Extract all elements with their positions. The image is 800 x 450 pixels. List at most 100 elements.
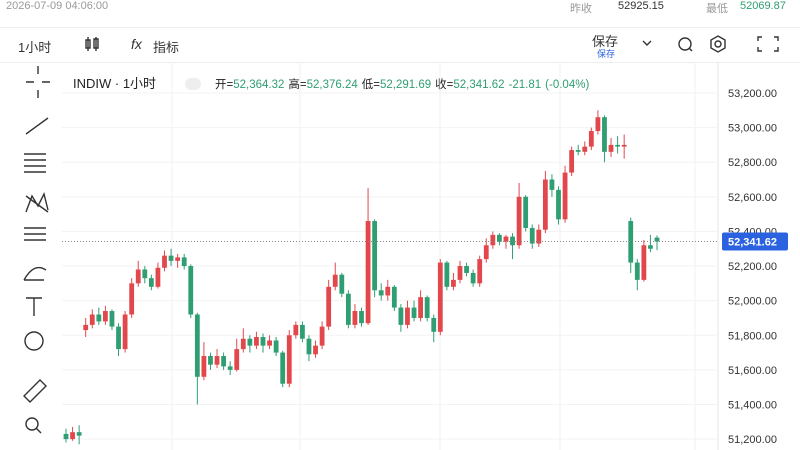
candle-body xyxy=(339,274,345,294)
candle-body xyxy=(306,338,312,355)
legend-low-label: 低= xyxy=(362,78,380,91)
symbol: INDIW · 1小时 xyxy=(73,76,156,91)
legend-toggle[interactable] xyxy=(185,78,201,90)
candle-body xyxy=(83,324,89,331)
candle-body xyxy=(135,269,141,284)
fx-icon: fx xyxy=(131,36,142,52)
candle-body xyxy=(483,245,489,260)
candle-body xyxy=(602,117,607,152)
y-tick-label: 51,200.00 xyxy=(728,434,777,446)
candle-body xyxy=(437,262,443,332)
candle-body xyxy=(234,349,240,370)
candle-body xyxy=(418,297,423,318)
candle-body xyxy=(549,179,555,190)
legend-close: 52,341.62 xyxy=(453,79,504,91)
candle-body xyxy=(516,196,522,246)
candle-body xyxy=(648,245,653,249)
candle-body xyxy=(365,221,371,324)
candle-body xyxy=(405,307,410,325)
candle-body xyxy=(542,179,548,230)
candle-body xyxy=(588,131,594,147)
candle-body xyxy=(96,314,102,322)
candle-body xyxy=(103,311,108,322)
low-label: 最低 xyxy=(706,3,728,15)
y-tick-label: 51,600.00 xyxy=(728,365,777,377)
legend-change: -21.81 xyxy=(509,79,542,91)
candle-body xyxy=(273,340,279,353)
legend-low: 52,291.69 xyxy=(380,79,431,91)
candle-body xyxy=(562,172,568,220)
datetime: 2026-07-09 04:06:00 xyxy=(6,0,109,12)
candle-body xyxy=(391,286,397,308)
candle-body xyxy=(280,352,286,384)
candle-body xyxy=(345,293,351,325)
last-price-tag xyxy=(722,232,788,251)
candle-body xyxy=(385,286,391,296)
candle-body xyxy=(424,297,430,318)
candle-body xyxy=(63,433,69,440)
candle-body xyxy=(634,262,640,280)
toolbar xyxy=(0,27,800,63)
candle-body xyxy=(470,272,476,284)
candle-body xyxy=(194,314,200,377)
candle-body xyxy=(490,234,496,246)
candle-body xyxy=(227,366,233,370)
save-sub: 保存 xyxy=(597,49,616,59)
candle-body xyxy=(497,234,502,242)
candle-body xyxy=(300,324,305,339)
candle-body xyxy=(536,229,542,244)
candle-body xyxy=(293,324,299,336)
candle-body xyxy=(621,144,627,147)
candle-body xyxy=(359,311,364,324)
candle-body xyxy=(155,267,161,287)
indicators-button[interactable]: 指标 xyxy=(153,40,180,55)
legend-high-label: 高= xyxy=(288,77,306,91)
y-tick-label: 52,600.00 xyxy=(728,192,777,204)
candle-body xyxy=(332,274,338,287)
candle-body xyxy=(398,307,404,325)
candle-body xyxy=(122,314,128,350)
candle-body xyxy=(569,150,575,173)
legend-close-label: 收= xyxy=(435,77,453,91)
candle-body xyxy=(181,257,187,267)
candle-body xyxy=(431,317,437,332)
drawing-tools xyxy=(23,66,50,434)
candle-body xyxy=(221,356,226,367)
candle-body xyxy=(503,236,509,242)
candle-body xyxy=(214,356,220,365)
candle-body xyxy=(208,356,213,365)
candle-body xyxy=(529,227,535,244)
candle-body xyxy=(201,356,207,377)
candle-body xyxy=(352,311,358,325)
interval-button[interactable]: 1小时 xyxy=(18,40,52,55)
candle-body xyxy=(89,314,95,325)
candle-type-button[interactable] xyxy=(82,34,102,54)
candle-body xyxy=(411,307,417,318)
candle-body xyxy=(129,283,135,315)
day-low: 52069.87 xyxy=(740,0,786,12)
save-button[interactable]: 保存 xyxy=(592,34,619,49)
ohlc-legend: 开=52,364.32 高=52,376.24 低=52,291.69 收=52,34… xyxy=(215,77,589,91)
candle-body xyxy=(267,340,272,346)
y-tick-label: 51,800.00 xyxy=(728,330,777,342)
candle-body xyxy=(313,345,318,355)
candle-body xyxy=(444,262,450,287)
candle-body xyxy=(162,255,167,268)
candle-body xyxy=(477,259,483,284)
y-tick-label: 53,200.00 xyxy=(728,88,777,100)
candle-body xyxy=(109,311,115,327)
prev-close: 52925.15 xyxy=(618,0,664,12)
legend-change-pct: (-0.04%) xyxy=(545,79,589,91)
candle-body xyxy=(556,189,561,220)
last-price-label: 52,341.62 xyxy=(728,237,777,249)
candle-body xyxy=(595,117,601,132)
y-tick-label: 52,800.00 xyxy=(728,157,777,169)
y-tick-label: 52,200.00 xyxy=(728,261,777,273)
candle-body xyxy=(641,245,647,280)
candle-body xyxy=(582,146,588,152)
candle-body xyxy=(142,269,148,279)
candle-body xyxy=(240,338,246,350)
candle-body xyxy=(654,237,660,242)
